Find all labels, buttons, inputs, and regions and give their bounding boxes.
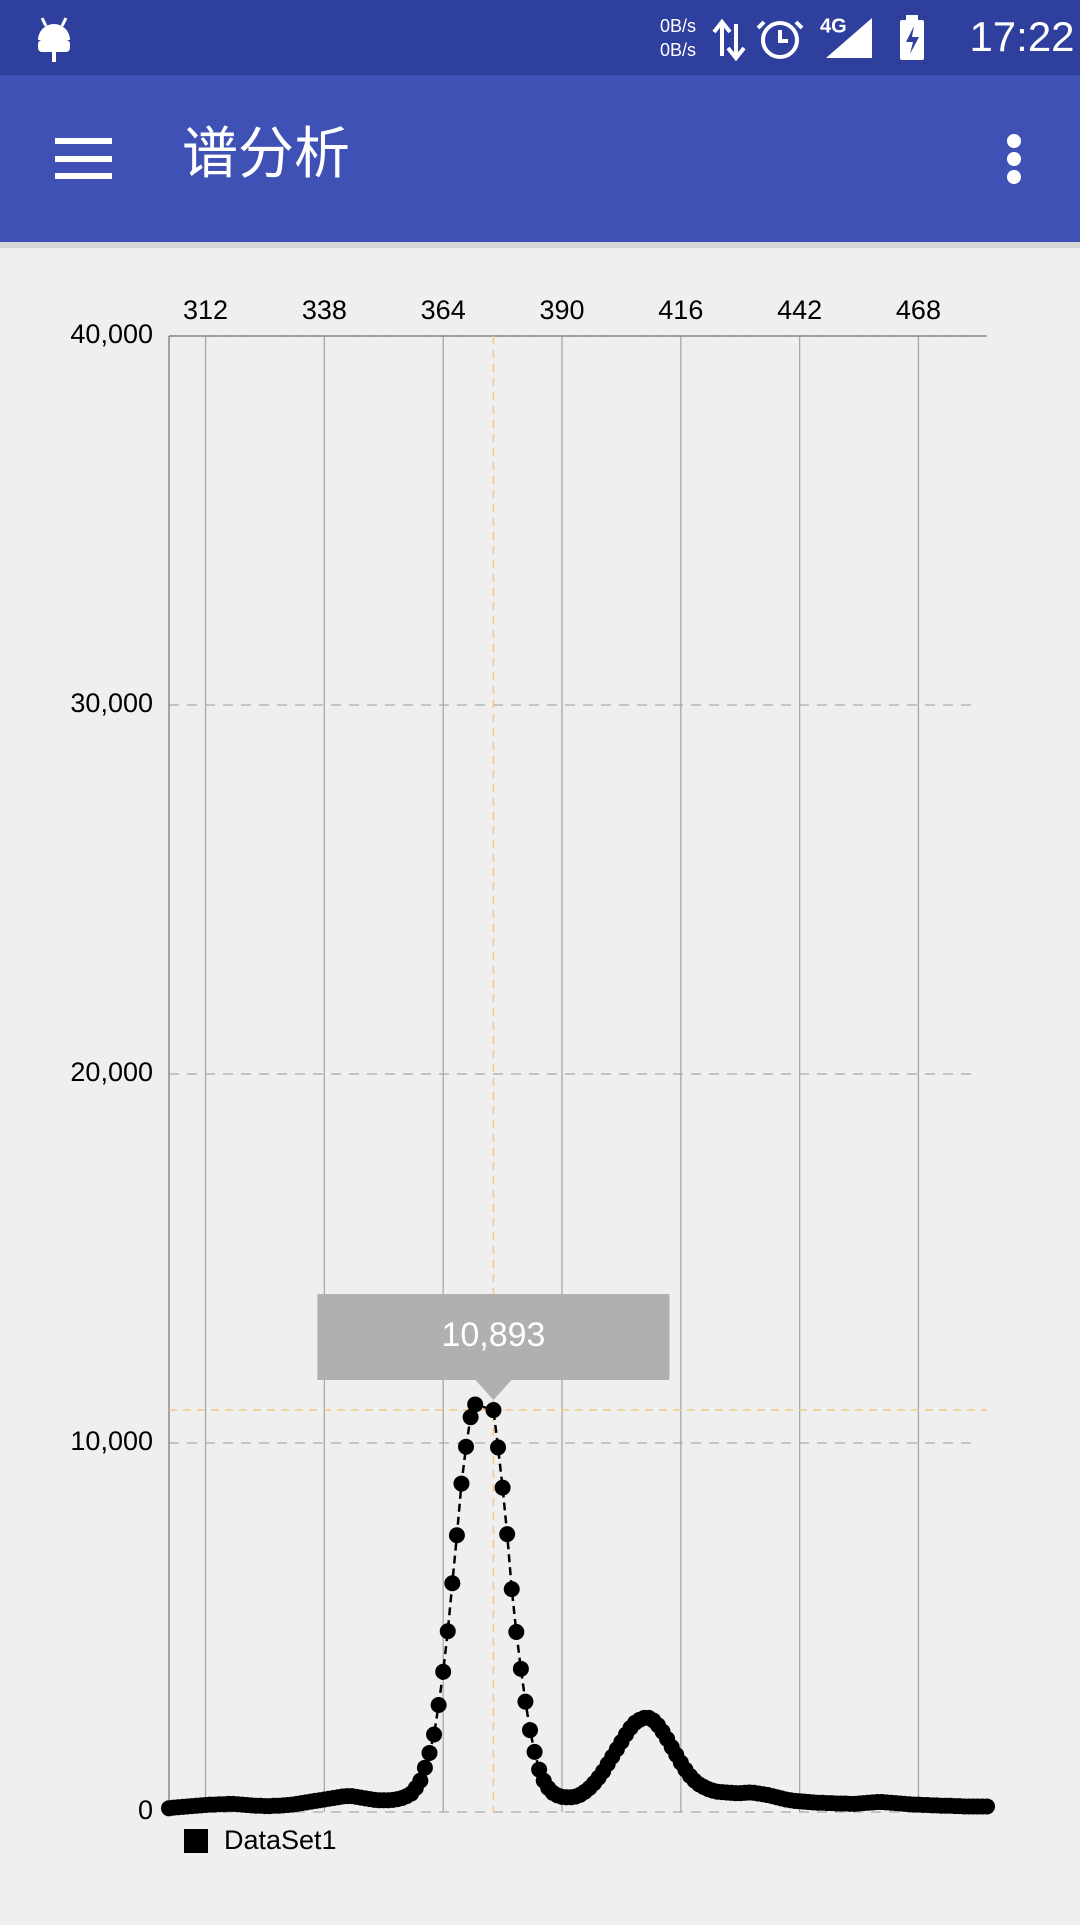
net-down: 0B/s bbox=[660, 40, 696, 60]
data-point bbox=[522, 1722, 539, 1739]
y-tick-label: 10,000 bbox=[70, 1426, 153, 1456]
network-type: 4G bbox=[820, 15, 847, 37]
clock: 17:22 bbox=[969, 13, 1074, 60]
signal-icon bbox=[826, 18, 872, 58]
battery-icon bbox=[900, 15, 924, 60]
data-point bbox=[517, 1693, 534, 1710]
data-point bbox=[421, 1744, 438, 1761]
data-point bbox=[439, 1623, 456, 1640]
data-point bbox=[499, 1526, 516, 1543]
data-point bbox=[453, 1475, 470, 1492]
data-point bbox=[490, 1439, 507, 1456]
x-tick-label: 442 bbox=[777, 295, 822, 325]
data-point bbox=[458, 1438, 475, 1455]
x-tick-label: 312 bbox=[183, 295, 228, 325]
data-point bbox=[979, 1798, 995, 1815]
data-point bbox=[416, 1759, 433, 1776]
y-tick-label: 40,000 bbox=[70, 319, 153, 349]
legend-swatch bbox=[184, 1829, 208, 1853]
data-point bbox=[426, 1726, 443, 1743]
highlight-marker bbox=[317, 1294, 670, 1401]
data-point bbox=[485, 1402, 502, 1419]
app-bar bbox=[0, 75, 1080, 242]
data-point bbox=[435, 1663, 452, 1680]
net-up: 0B/s bbox=[660, 16, 696, 36]
data-point bbox=[503, 1581, 520, 1598]
data-point bbox=[448, 1527, 465, 1544]
data-point bbox=[467, 1396, 484, 1413]
app-title: 谱分析 bbox=[182, 122, 350, 185]
data-point bbox=[462, 1409, 479, 1426]
app-bar-shadow bbox=[0, 242, 1080, 248]
data-point bbox=[430, 1696, 447, 1713]
chart: 0 10,000 20,000 30,000 40,000 312 338 364 390 416… bbox=[70, 295, 995, 1855]
data-point bbox=[508, 1623, 525, 1640]
android-icon bbox=[38, 17, 70, 62]
y-tick-label: 20,000 bbox=[70, 1057, 153, 1087]
y-tick-label: 0 bbox=[138, 1795, 153, 1825]
data-icon bbox=[712, 18, 746, 62]
x-tick-label: 338 bbox=[302, 295, 347, 325]
highlight-label: 10,893 bbox=[441, 1316, 545, 1354]
x-tick-label: 416 bbox=[658, 295, 703, 325]
menu-button[interactable] bbox=[55, 138, 112, 179]
x-tick-label: 364 bbox=[421, 295, 466, 325]
series-line bbox=[168, 1402, 987, 1810]
x-tick-label: 468 bbox=[896, 295, 941, 325]
legend-label: DataSet1 bbox=[224, 1825, 337, 1855]
data-point bbox=[444, 1575, 461, 1592]
data-point bbox=[526, 1743, 543, 1760]
data-point bbox=[512, 1660, 529, 1677]
y-tick-label: 30,000 bbox=[70, 688, 153, 718]
data-point bbox=[412, 1772, 429, 1789]
data-point bbox=[494, 1479, 511, 1496]
overflow-menu[interactable] bbox=[1007, 134, 1021, 184]
alarm-icon bbox=[756, 20, 804, 59]
x-tick-label: 390 bbox=[539, 295, 584, 325]
